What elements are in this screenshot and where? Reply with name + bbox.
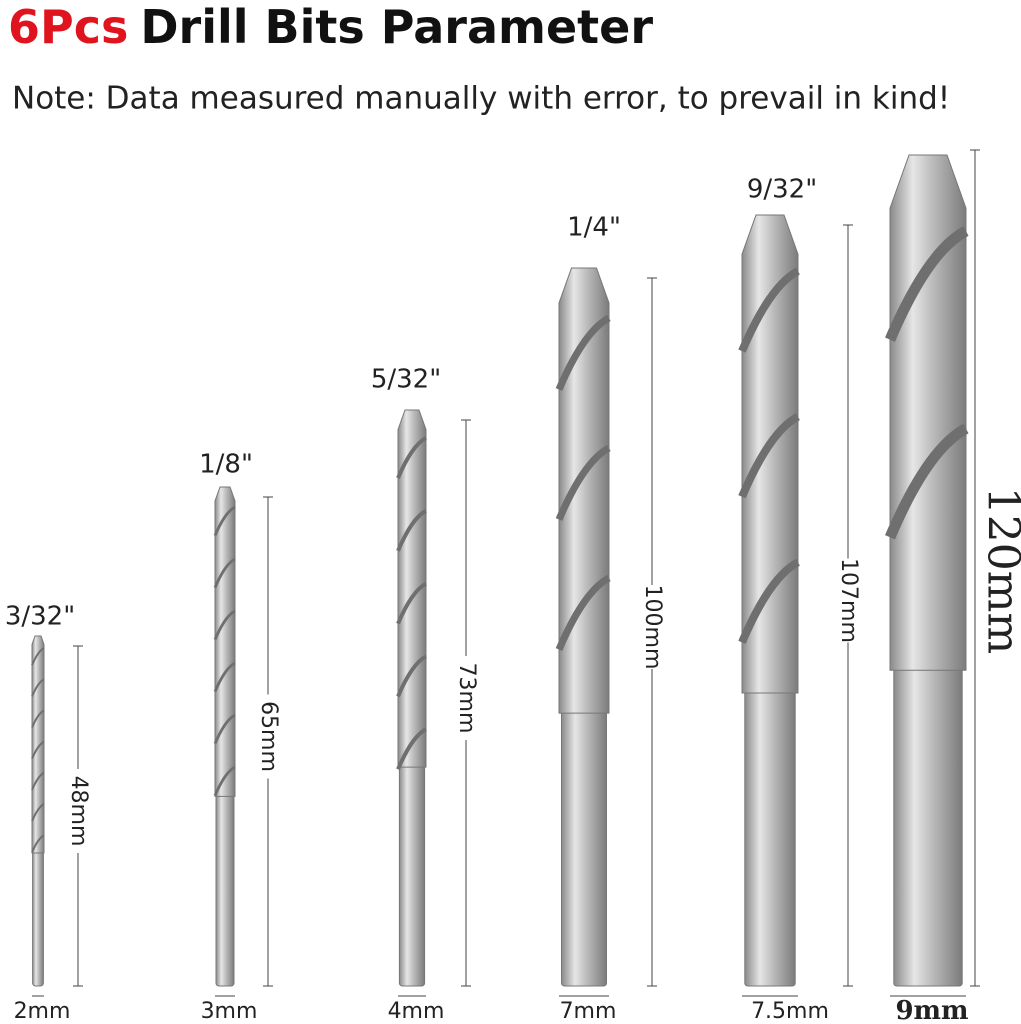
shank [398, 762, 426, 987]
drill-bit [396, 409, 428, 987]
spiral-groove [31, 771, 45, 791]
diameter-label: 3mm [201, 999, 258, 1024]
shank [32, 848, 44, 987]
shank [744, 688, 796, 987]
drill-bit [738, 214, 801, 987]
diameter-label: 2mm [14, 999, 71, 1024]
spiral-groove [31, 834, 45, 853]
spiral-groove [213, 661, 236, 693]
spiral-groove [555, 444, 611, 521]
spiral-groove [213, 557, 236, 589]
diameter-label: 7mm [560, 999, 617, 1024]
label-backdrop [639, 585, 665, 669]
spiral-groove [213, 609, 236, 641]
spiral-groove [213, 713, 236, 745]
label-backdrop [65, 769, 91, 853]
length-label: 65mm [256, 701, 281, 772]
spiral-groove [31, 709, 45, 728]
diameter-label: 9mm [895, 996, 968, 1024]
drill-bit [555, 267, 611, 987]
spiral-groove [31, 803, 45, 822]
spiral-groove [31, 740, 45, 760]
title: 6Pcs Drill Bits Parameter [8, 0, 653, 54]
spiral-groove [396, 654, 428, 698]
length-label: 48mm [66, 776, 91, 847]
spiral-groove [213, 505, 236, 537]
spiral-groove [31, 647, 45, 666]
size-label: 3/32" [5, 602, 75, 632]
diameter-label: 4mm [388, 999, 445, 1024]
spiral-groove [396, 727, 428, 771]
spiral-groove [396, 509, 428, 552]
spiral-groove [738, 413, 801, 499]
length-label: 120mm [978, 487, 1021, 654]
label-backdrop [453, 656, 479, 740]
spiral-groove [213, 765, 236, 797]
drill-bit [885, 154, 969, 987]
flute-body [558, 267, 610, 714]
title-highlight: 6Pcs [8, 0, 128, 54]
shank [215, 791, 235, 987]
spiral-groove [885, 423, 969, 540]
label-backdrop [255, 694, 281, 779]
spiral-groove [396, 581, 428, 625]
size-label: 9/32" [747, 175, 817, 205]
spiral-groove [31, 678, 45, 697]
note: Note: Data measured manually with error,… [12, 81, 950, 117]
length-label: 100mm [640, 585, 665, 670]
drill-bit [31, 635, 45, 987]
title-text: Drill Bits Parameter [140, 0, 653, 54]
label-backdrop [835, 558, 861, 643]
shank [893, 665, 963, 987]
spiral-groove [738, 267, 801, 353]
flute-body [214, 486, 236, 797]
bits: 3/32" 48mm 2mm 1/8" 65mm 3mm 5/32" 73mm 4mm 1/4" 1… [5, 149, 1021, 1024]
diameter-label: 7.5mm [751, 999, 829, 1024]
spiral-groove [555, 314, 611, 391]
flute-body [31, 635, 45, 854]
spiral-groove [738, 558, 801, 644]
spiral-groove [885, 226, 969, 342]
shank [561, 708, 607, 987]
length-label: 73mm [454, 663, 479, 734]
flute-body [889, 154, 967, 671]
spiral-groove [396, 436, 428, 479]
spiral-groove [555, 574, 611, 651]
size-label: 5/32" [371, 365, 441, 395]
size-label: 1/8" [199, 450, 253, 480]
drill-bit [213, 486, 236, 987]
length-label: 107mm [836, 558, 861, 643]
size-label: 1/4" [567, 213, 621, 243]
